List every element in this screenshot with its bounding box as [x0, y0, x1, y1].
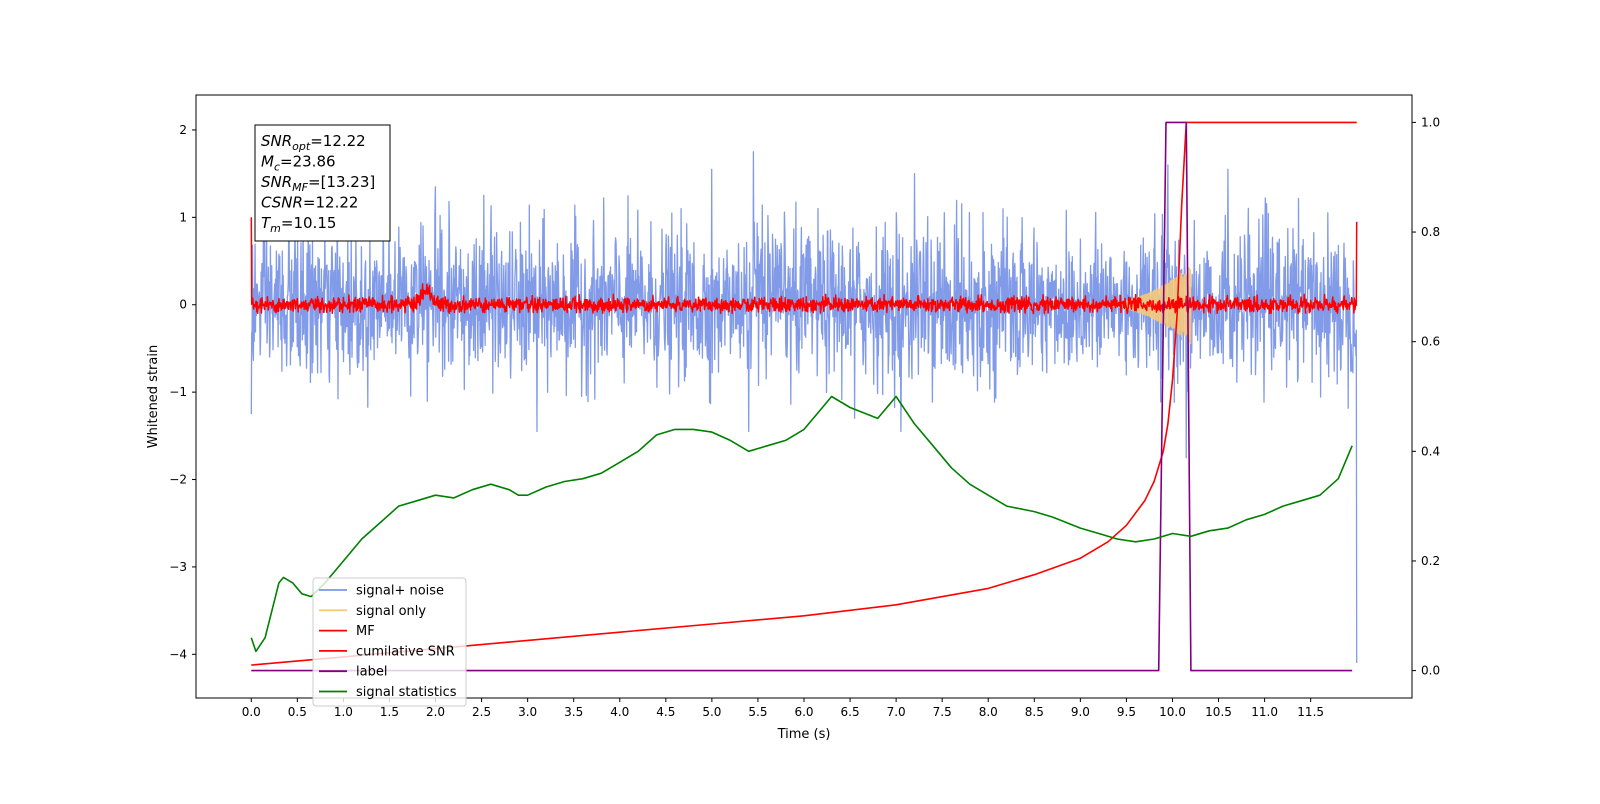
x-tick-label: 6.5	[841, 705, 860, 719]
y-right-tick-label: 0.4	[1421, 444, 1440, 458]
y-left-tick-label: −4	[169, 647, 187, 661]
legend: signal+ noise signal only MF cumilative SNR…	[312, 577, 467, 707]
series-mf-line	[250, 217, 1358, 315]
y-left-tick-label: −2	[169, 473, 187, 487]
x-tick-label: 8.5	[1025, 705, 1044, 719]
stats-symbol: M	[261, 153, 274, 171]
y-right-tick-label: 1.0	[1421, 115, 1440, 129]
y-left-axis-ticks: 2 1 0 −1 −2 −3 −4	[169, 123, 196, 661]
stats-value: =10.15	[281, 214, 337, 232]
y-left-tick-label: 0	[179, 298, 187, 312]
stats-annotation-line: CSNR=12.22	[261, 194, 358, 212]
x-tick-label: 4.0	[610, 705, 629, 719]
legend-frame	[312, 577, 467, 707]
legend-entry-label: MF	[356, 624, 375, 639]
x-tick-label: 4.5	[656, 705, 675, 719]
y-axis-label: Whitened strain	[146, 345, 161, 448]
stats-annotation-frame	[254, 124, 391, 242]
stats-value: =[13.23]	[308, 173, 375, 191]
y-left-tick-label: 1	[179, 210, 187, 224]
x-tick-label: 2.0	[426, 705, 445, 719]
stats-annotation-line: SNRopt=12.22	[261, 132, 366, 153]
stats-value: =12.22	[310, 132, 366, 150]
series-label-line	[251, 121, 1353, 672]
y-left-tick-label: −1	[169, 385, 187, 399]
x-tick-label: 7.0	[887, 705, 906, 719]
x-tick-label: 9.0	[1071, 705, 1090, 719]
stats-symbol: CSNR	[261, 194, 303, 212]
stats-value: =12.22	[303, 194, 359, 212]
x-axis-ticks: 0.0 0.5 1.0 1.5 2.0 2.5 3.0 3.5 4.0 4.5 5.0 5.5 6.0 6…	[242, 698, 1324, 719]
stats-subscript: m	[270, 222, 281, 235]
stats-annotation-line: Tm=10.15	[261, 214, 336, 235]
stats-symbol: T	[261, 214, 272, 232]
y-left-tick-label: −3	[169, 560, 187, 574]
x-tick-label: 3.0	[518, 705, 537, 719]
stats-annotation-line: Mc=23.86	[261, 153, 336, 174]
x-tick-label: 10.0	[1159, 705, 1186, 719]
y-right-axis-ticks: 1.0 0.8 0.6 0.4 0.2 0.0	[1412, 115, 1440, 678]
x-tick-label: 5.5	[748, 705, 767, 719]
x-axis-label: Time (s)	[777, 727, 831, 742]
x-tick-label: 5.0	[702, 705, 721, 719]
stats-symbol: SNR	[261, 132, 292, 150]
y-right-tick-label: 0.2	[1421, 554, 1440, 568]
x-tick-label: 8.0	[979, 705, 998, 719]
legend-entry-label: cumilative SNR	[356, 644, 455, 659]
x-tick-label: 9.5	[1117, 705, 1136, 719]
series-signal-statistics-line	[250, 395, 1353, 653]
stats-symbol: SNR	[261, 173, 292, 191]
stats-subscript: c	[274, 161, 280, 174]
stats-subscript: MF	[292, 181, 308, 194]
legend-entry-label: label	[356, 665, 387, 680]
y-right-tick-label: 0.6	[1421, 335, 1440, 349]
x-tick-label: 1.5	[380, 705, 399, 719]
x-tick-label: 1.0	[334, 705, 353, 719]
series-cumilative-snr-line	[251, 121, 1357, 666]
legend-entry-label: signal only	[356, 604, 426, 619]
stats-value: =23.86	[280, 153, 336, 171]
x-tick-label: 11.0	[1251, 705, 1278, 719]
legend-entry-label: signal+ noise	[356, 584, 444, 599]
x-tick-label: 11.5	[1297, 705, 1324, 719]
y-right-tick-label: 0.0	[1421, 664, 1440, 678]
x-tick-label: 6.0	[794, 705, 813, 719]
x-tick-label: 0.0	[242, 705, 261, 719]
x-tick-label: 3.5	[564, 705, 583, 719]
x-tick-label: 0.5	[288, 705, 307, 719]
legend-entry-label: signal statistics	[356, 685, 457, 700]
x-tick-label: 2.5	[472, 705, 491, 719]
y-right-tick-label: 0.8	[1421, 225, 1440, 239]
stats-annotation-box: SNRopt=12.22Mc=23.86SNRMF=[13.23]CSNR=12…	[254, 124, 391, 242]
stats-annotation-line: SNRMF=[13.23]	[261, 173, 375, 194]
stats-subscript: opt	[292, 140, 311, 153]
y-left-tick-label: 2	[179, 123, 187, 137]
series-layer	[250, 121, 1358, 672]
x-tick-label: 7.5	[933, 705, 952, 719]
x-tick-label: 10.5	[1205, 705, 1232, 719]
